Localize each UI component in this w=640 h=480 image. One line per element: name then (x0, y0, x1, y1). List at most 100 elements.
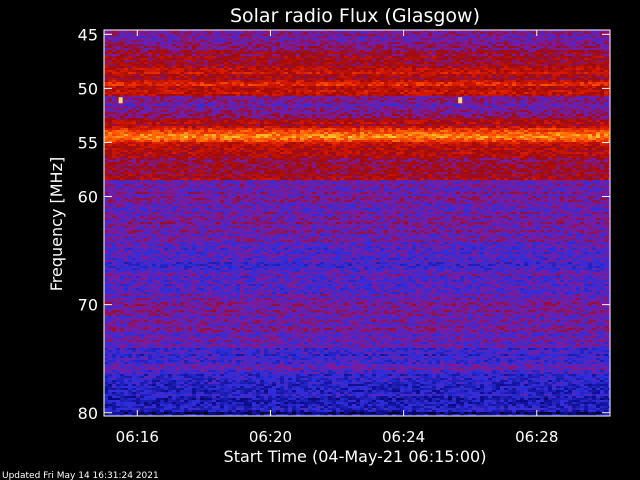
heatmap-cell (444, 76, 449, 79)
heatmap-cell (552, 86, 557, 89)
heatmap-cell (144, 90, 149, 93)
heatmap-cell (468, 64, 473, 67)
heatmap-cell (312, 80, 317, 83)
heatmap-cell (232, 54, 237, 57)
heatmap-cell (392, 80, 397, 83)
heatmap-cell (588, 30, 593, 33)
heatmap-cell (528, 78, 533, 81)
heatmap-cell (536, 30, 541, 33)
heatmap-cell (348, 52, 353, 55)
heatmap-cell (364, 92, 369, 95)
heatmap-cell (548, 44, 553, 47)
heatmap-cell (248, 92, 253, 95)
heatmap-cell (340, 88, 345, 91)
heatmap-cell (288, 56, 293, 59)
heatmap-cell (404, 42, 409, 45)
heatmap-cell (300, 80, 305, 83)
heatmap-cell (148, 42, 153, 45)
heatmap-cell (448, 70, 453, 73)
heatmap-cell (412, 68, 417, 71)
heatmap-cell (208, 40, 213, 43)
heatmap-cell (444, 34, 449, 37)
heatmap-cell (360, 36, 365, 39)
heatmap-cell (604, 40, 609, 43)
heatmap-cell (288, 76, 293, 79)
heatmap-cell (280, 82, 285, 85)
heatmap-cell (528, 66, 533, 69)
heatmap-cell (172, 66, 177, 69)
heatmap-cell (192, 70, 197, 73)
heatmap-cell (172, 32, 177, 35)
heatmap-cell (340, 92, 345, 95)
heatmap-cell (224, 38, 229, 41)
heatmap-cell (604, 84, 609, 87)
heatmap-cell (220, 68, 225, 71)
heatmap-cell (504, 76, 509, 79)
heatmap-cell (564, 84, 569, 87)
heatmap-cell (500, 34, 505, 37)
heatmap-cell (404, 32, 409, 35)
heatmap-cell (240, 46, 245, 49)
heatmap-cell (224, 76, 229, 79)
heatmap-cell (172, 84, 177, 87)
heatmap-cell (348, 74, 353, 77)
heatmap-cell (124, 70, 129, 73)
heatmap-cell (428, 72, 433, 75)
heatmap-cell (248, 48, 253, 51)
heatmap-cell (164, 32, 169, 35)
heatmap-cell (368, 68, 373, 71)
heatmap-cell (168, 76, 173, 79)
heatmap-cell (292, 66, 297, 69)
heatmap-cell (180, 32, 185, 35)
heatmap-cell (148, 34, 153, 37)
heatmap-cell (288, 46, 293, 49)
heatmap-cell (188, 54, 193, 57)
heatmap-cell (468, 86, 473, 89)
heatmap-cell (464, 58, 469, 61)
heatmap-cell (272, 56, 277, 59)
heatmap-cell (508, 66, 513, 69)
heatmap-cell (324, 56, 329, 59)
heatmap-cell (156, 94, 161, 97)
heatmap-cell (184, 42, 189, 45)
heatmap-cell (168, 46, 173, 49)
heatmap-cell (544, 48, 549, 51)
heatmap-cell (476, 54, 481, 57)
heatmap-cell (180, 80, 185, 83)
heatmap-cell (124, 62, 129, 65)
heatmap-cell (220, 82, 225, 85)
heatmap-cell (536, 74, 541, 77)
heatmap-cell (232, 92, 237, 95)
heatmap-cell (176, 90, 181, 93)
heatmap-cell (184, 32, 189, 35)
heatmap-cell (256, 50, 261, 53)
heatmap-cell (548, 78, 553, 81)
heatmap-cell (144, 64, 149, 67)
heatmap-cell (320, 32, 325, 35)
heatmap-cell (488, 46, 493, 49)
heatmap-cell (232, 70, 237, 73)
heatmap-cell (448, 74, 453, 77)
heatmap-cell (552, 40, 557, 43)
heatmap-cell (544, 90, 549, 93)
heatmap-cell (164, 86, 169, 89)
heatmap-cell (412, 78, 417, 81)
heatmap-cell (240, 78, 245, 81)
heatmap-cell (336, 80, 341, 83)
heatmap-cell (596, 78, 601, 81)
heatmap-cell (124, 30, 129, 33)
heatmap-cell (156, 40, 161, 43)
heatmap-cell (180, 52, 185, 55)
heatmap-cell (328, 84, 333, 87)
heatmap-cell (496, 42, 501, 45)
heatmap-cell (272, 48, 277, 51)
heatmap-cell (476, 52, 481, 55)
heatmap-cell (348, 84, 353, 87)
heatmap-cell (528, 36, 533, 39)
heatmap-cell (560, 78, 565, 81)
heatmap-cell (580, 56, 585, 59)
heatmap-cell (228, 32, 233, 35)
heatmap-cell (452, 82, 457, 85)
heatmap-cell (220, 62, 225, 65)
heatmap-cell (252, 76, 257, 79)
